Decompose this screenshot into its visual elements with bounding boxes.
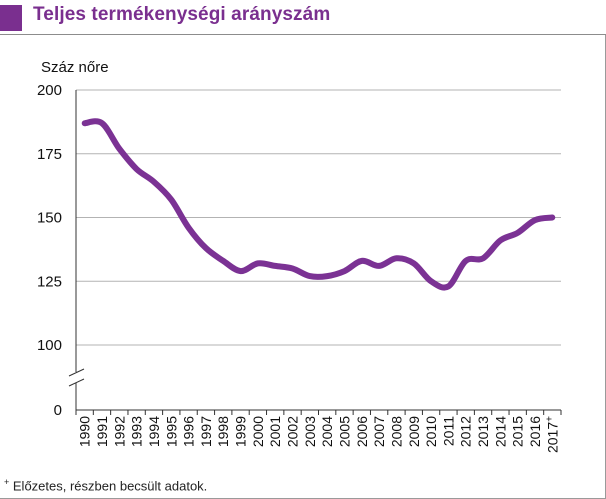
data-point-2007 xyxy=(377,264,381,268)
y-tick-label: 100 xyxy=(37,337,62,354)
x-tick-label: 2006 xyxy=(354,416,370,447)
y-tick-label: 200 xyxy=(37,82,62,99)
data-point-1999 xyxy=(239,269,243,273)
data-point-2014 xyxy=(498,238,502,242)
x-tick-label: 2015 xyxy=(510,416,526,447)
x-tick-label: 2016 xyxy=(527,416,543,447)
x-tick-label: 2012 xyxy=(458,416,474,447)
data-point-2015 xyxy=(516,231,520,235)
data-point-2005 xyxy=(343,269,347,273)
x-tick-label: 2011 xyxy=(440,416,456,446)
series-line xyxy=(81,118,556,291)
data-point-2017 xyxy=(550,216,554,220)
chart-title: Teljes termékenységi arányszám xyxy=(33,4,331,25)
x-tick-label: 1995 xyxy=(163,416,179,447)
x-tick-label: 2007 xyxy=(371,416,387,447)
data-point-2001 xyxy=(273,264,277,268)
axis-break-mark xyxy=(68,378,85,387)
y-tick-label: 125 xyxy=(37,273,62,290)
data-point-2010 xyxy=(429,279,433,283)
footnote-text: Előzetes, részben becsült adatok. xyxy=(12,478,208,494)
y-tick-label: 0 xyxy=(54,402,62,419)
x-tick-label: 2013 xyxy=(475,416,491,447)
title-underline xyxy=(0,34,606,35)
x-tick-label: 2001 xyxy=(267,416,283,447)
data-point-2013 xyxy=(481,256,485,260)
x-tick-label: 1994 xyxy=(146,416,162,447)
data-point-1990 xyxy=(83,121,87,125)
x-tick-label: 2017+ xyxy=(544,416,560,453)
title-marker xyxy=(0,5,22,31)
data-point-1996 xyxy=(187,226,191,230)
data-point-1991 xyxy=(100,121,104,125)
axis-break-mark xyxy=(68,368,85,377)
x-tick-label: 1992 xyxy=(111,416,127,447)
data-point-1994 xyxy=(152,180,156,184)
x-tick-label: 2008 xyxy=(388,416,404,447)
x-tick-label: 2002 xyxy=(285,416,301,447)
x-tick-label: 2005 xyxy=(336,416,352,447)
x-tick-label: 2014 xyxy=(492,416,508,447)
title-bar: Teljes termékenységi arányszám xyxy=(0,0,606,36)
data-point-2000 xyxy=(256,261,260,265)
data-point-2003 xyxy=(308,274,312,278)
x-tick-label: 1997 xyxy=(198,416,214,447)
x-tick-label: 1998 xyxy=(215,416,231,447)
footnote: + Előzetes, részben becsült adatok. xyxy=(4,477,207,493)
data-point-2006 xyxy=(360,259,364,263)
x-tick-label: 2009 xyxy=(406,416,422,447)
data-point-2008 xyxy=(394,256,398,260)
y-axis-label: Száz nőre xyxy=(41,59,109,76)
data-point-1995 xyxy=(169,198,173,202)
data-point-1992 xyxy=(117,147,121,151)
x-tick-label: 2004 xyxy=(319,416,335,447)
data-point-1998 xyxy=(221,259,225,263)
x-tick-label: 1999 xyxy=(233,416,249,447)
x-tick-label: 2010 xyxy=(423,416,439,447)
data-point-2011 xyxy=(446,284,450,288)
data-point-2004 xyxy=(325,274,329,278)
data-point-2012 xyxy=(464,259,468,263)
data-point-2002 xyxy=(291,267,295,271)
x-tick-label: 2003 xyxy=(302,416,318,447)
data-point-1993 xyxy=(135,167,139,171)
x-tick-label: 1990 xyxy=(77,416,93,447)
x-tick-label: 1996 xyxy=(181,416,197,447)
data-point-2009 xyxy=(412,261,416,265)
x-tick-label: 1991 xyxy=(94,416,110,447)
footnote-mark: + xyxy=(4,477,10,487)
y-tick-label: 150 xyxy=(37,210,62,227)
x-tick-label: 1993 xyxy=(129,416,145,447)
data-point-1997 xyxy=(204,246,208,250)
data-point-2016 xyxy=(533,218,537,222)
x-tick-label: 2000 xyxy=(250,416,266,447)
y-tick-label: 175 xyxy=(37,146,62,163)
